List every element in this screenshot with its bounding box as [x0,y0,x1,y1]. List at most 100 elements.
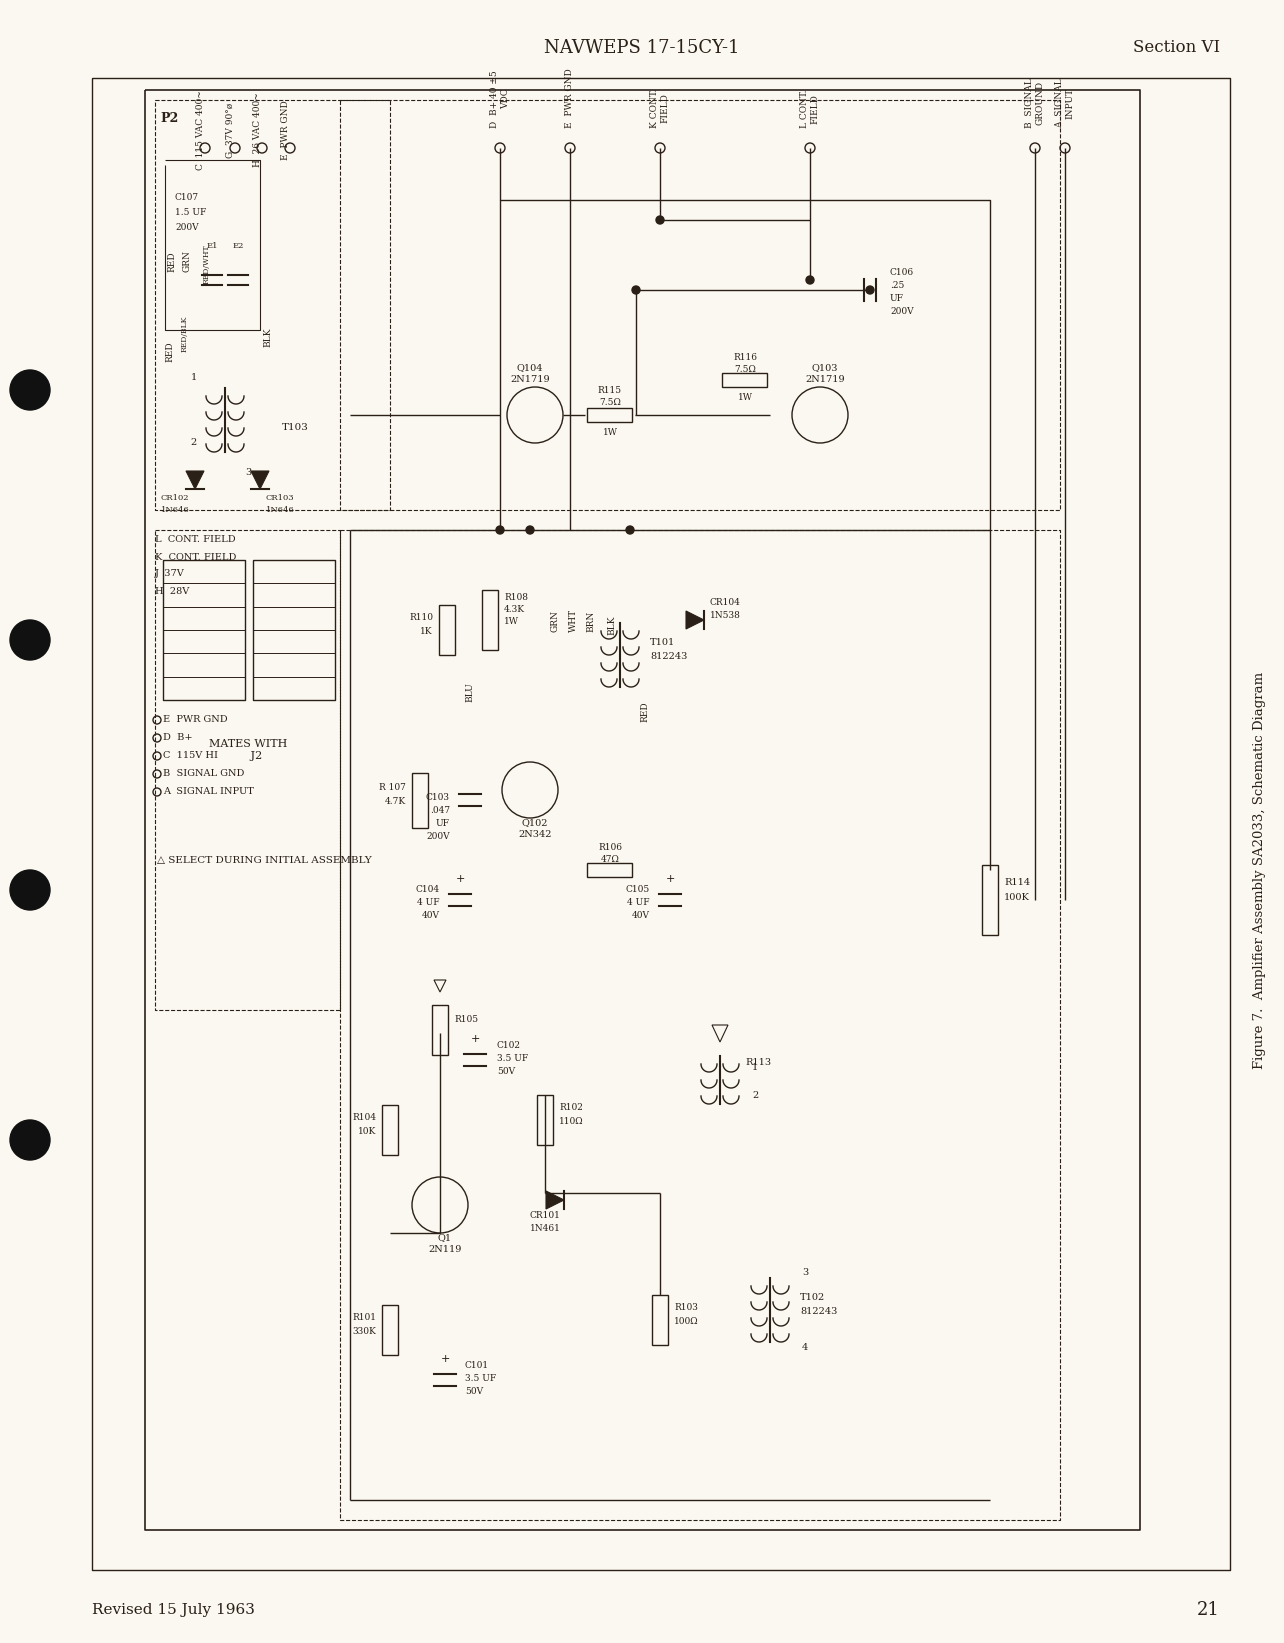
Text: Q102: Q102 [521,818,548,826]
Text: L  CONT. FIELD: L CONT. FIELD [155,536,236,544]
Bar [588,863,633,877]
Bar [482,590,498,651]
Text: 100Ω: 100Ω [674,1318,698,1326]
Text: 3: 3 [245,468,252,476]
Text: C  115 VAC 400~: C 115 VAC 400~ [196,90,205,169]
Text: E1: E1 [207,242,218,250]
Text: C104: C104 [416,886,440,894]
Text: +: + [665,874,674,884]
Text: Revised 15 July 1963: Revised 15 July 1963 [92,1604,256,1617]
Text: 2N342: 2N342 [519,830,552,840]
Bar [383,1106,398,1155]
Text: 1: 1 [191,373,196,383]
Text: RED/WHT: RED/WHT [203,245,211,284]
Text: E  PWR GND: E PWR GND [163,715,227,725]
Circle shape [632,286,639,294]
Text: 4.7K: 4.7K [385,797,406,807]
Text: 50V: 50V [465,1387,483,1397]
Text: Q1: Q1 [438,1232,452,1242]
Text: 1W: 1W [737,393,752,403]
Circle shape [10,1121,50,1160]
Text: Q103: Q103 [811,363,838,371]
Text: 1N646: 1N646 [266,506,294,514]
Text: 2N1719: 2N1719 [510,375,550,384]
Text: 1.5 UF: 1.5 UF [175,209,207,217]
Text: 7.5Ω: 7.5Ω [734,365,756,375]
Text: C107: C107 [175,192,199,202]
Text: CR102: CR102 [160,495,189,503]
Text: B  SIGNAL GND: B SIGNAL GND [163,769,244,779]
Text: E  PWR GND: E PWR GND [565,69,574,128]
Text: RED: RED [167,251,176,273]
Text: C101: C101 [465,1360,489,1370]
Text: T101: T101 [650,637,675,647]
Text: T103: T103 [282,422,309,432]
Text: UF: UF [890,294,904,302]
Text: 200V: 200V [175,223,199,232]
Text: BLK: BLK [607,616,616,634]
Text: GRN: GRN [551,610,560,633]
Bar [982,864,998,935]
Text: J  37V: J 37V [155,570,185,578]
Text: 1W: 1W [505,618,519,626]
Polygon shape [546,1191,564,1209]
Text: Section VI: Section VI [1132,39,1220,56]
Text: RED: RED [641,702,650,721]
Text: UF: UF [437,818,449,828]
Text: 21: 21 [1197,1600,1220,1618]
Text: .25: .25 [890,281,904,291]
Text: +: + [456,874,465,884]
Text: CR104: CR104 [710,598,741,606]
Text: C103: C103 [426,794,449,802]
Text: +: + [470,1033,480,1043]
Text: B  SIGNAL
GROUND: B SIGNAL GROUND [1026,79,1045,128]
Polygon shape [186,472,204,490]
Text: 330K: 330K [352,1328,376,1336]
Text: 812243: 812243 [800,1306,837,1316]
Text: R113: R113 [745,1058,772,1066]
Text: 4.3K: 4.3K [505,605,525,614]
Text: RED: RED [166,342,175,361]
Text: 4 UF: 4 UF [628,899,650,907]
Text: 1K: 1K [420,628,433,636]
Text: BRN: BRN [587,611,596,633]
Text: 2: 2 [752,1091,759,1101]
Text: 200V: 200V [890,307,914,315]
Text: 7.5Ω: 7.5Ω [600,398,621,407]
Polygon shape [686,611,704,629]
Text: C102: C102 [497,1042,521,1050]
Text: R 107: R 107 [379,784,406,792]
Bar [439,605,455,656]
Text: NAVWEPS 17-15CY-1: NAVWEPS 17-15CY-1 [544,39,740,58]
Text: 200V: 200V [426,831,449,841]
Text: R108: R108 [505,593,528,601]
Circle shape [10,871,50,910]
Text: MATES WITH
     J2: MATES WITH J2 [209,739,288,761]
Text: E  PWR GND: E PWR GND [281,100,290,159]
Circle shape [656,215,664,223]
Text: Q104: Q104 [516,363,543,371]
Text: 3.5 UF: 3.5 UF [465,1374,496,1383]
Text: RED/BLK: RED/BLK [181,315,189,352]
Text: 4: 4 [802,1342,808,1352]
Text: A  SIGNAL INPUT: A SIGNAL INPUT [163,787,254,797]
Text: 1: 1 [752,1063,759,1071]
Text: 1W: 1W [602,427,618,437]
Text: 100K: 100K [1004,894,1030,902]
Text: A  SIGNAL
INPUT: A SIGNAL INPUT [1055,79,1075,128]
Text: K CONT.
FIELD: K CONT. FIELD [650,89,670,128]
Text: P2: P2 [160,112,178,125]
Text: 3.5 UF: 3.5 UF [497,1055,528,1063]
Text: R110: R110 [410,613,433,623]
Text: H  26 VAC 400~: H 26 VAC 400~ [253,92,262,168]
Text: E2: E2 [232,242,244,250]
Bar [383,1305,398,1355]
Text: BLK: BLK [263,327,272,347]
Text: +: + [440,1354,449,1364]
Text: C  115V HI: C 115V HI [163,751,218,761]
Text: K  CONT. FIELD: K CONT. FIELD [155,552,236,562]
Text: 2N119: 2N119 [429,1245,462,1254]
Text: 1N646: 1N646 [160,506,189,514]
Bar [652,1295,668,1346]
Circle shape [865,286,874,294]
